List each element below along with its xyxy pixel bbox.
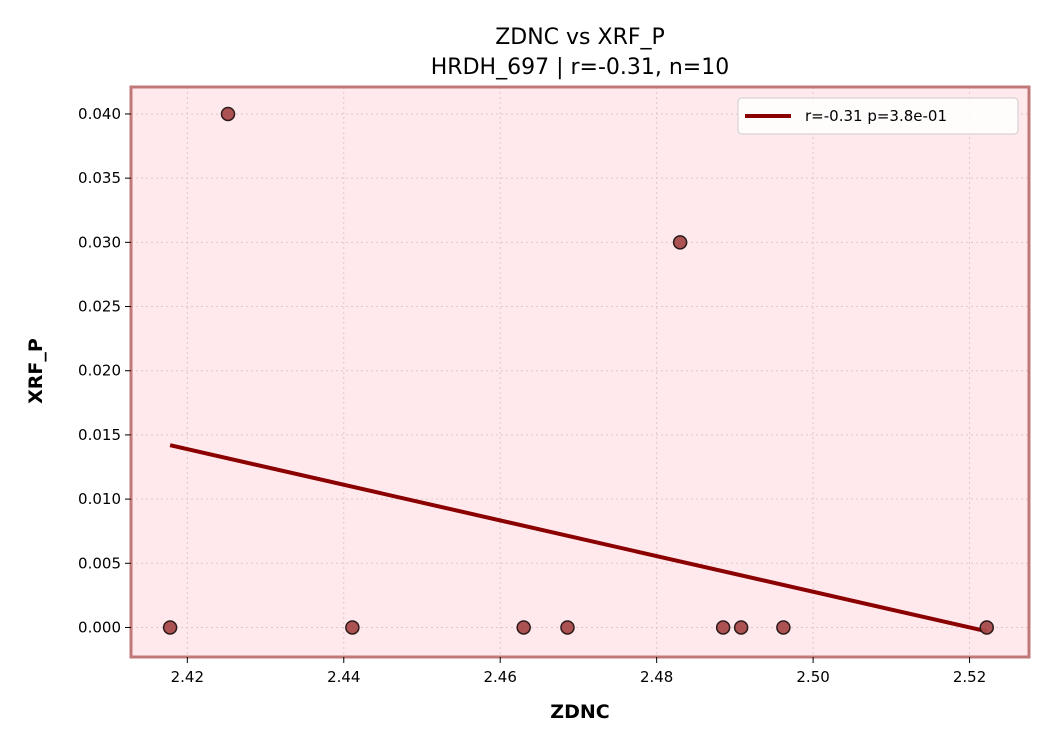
x-axis-label: ZDNC <box>550 701 609 723</box>
data-point <box>776 620 791 635</box>
y-tick-label: 0.025 <box>78 298 121 316</box>
legend-box <box>737 97 1019 135</box>
data-point <box>220 106 236 122</box>
y-tick-label: 0.015 <box>78 426 121 444</box>
y-tick-label: 0.030 <box>78 233 121 251</box>
data-point <box>733 620 749 635</box>
x-tick-label: 2.44 <box>327 668 360 686</box>
y-tick-label: 0.000 <box>78 618 121 636</box>
y-tick-label: 0.005 <box>78 554 121 572</box>
y-tick-label: 0.020 <box>78 362 121 380</box>
legend-label: r=-0.31 p=3.8e-01 <box>805 107 947 125</box>
plot-frame <box>129 85 1031 659</box>
y-tick-label: 0.035 <box>78 169 121 187</box>
chart-title: ZDNC vs XRF_P <box>495 25 665 50</box>
data-point <box>979 620 995 635</box>
fit-line <box>169 443 988 634</box>
data-points <box>162 106 995 635</box>
x-axis-ticks: 2.42 2.44 2.46 2.48 2.50 2.52 <box>171 657 986 686</box>
x-tick-label: 2.46 <box>484 668 517 686</box>
y-tick-label: 0.040 <box>78 105 121 123</box>
legend: r=-0.31 p=3.8e-01 <box>737 97 1019 135</box>
y-tick-label: 0.010 <box>78 490 121 508</box>
grid-lines <box>131 87 1029 657</box>
chart-subtitle: HRDH_697 | r=-0.31, n=10 <box>431 55 729 80</box>
x-tick-label: 2.42 <box>171 668 204 686</box>
y-axis-label: XRF_P <box>25 338 47 404</box>
plot-area <box>131 87 1029 657</box>
fit-line-group <box>169 443 988 634</box>
x-tick-label: 2.48 <box>640 668 673 686</box>
x-tick-label: 2.52 <box>953 668 986 686</box>
data-point <box>560 620 575 635</box>
data-point <box>516 620 531 635</box>
data-point <box>162 620 178 635</box>
x-tick-label: 2.50 <box>796 668 829 686</box>
data-point <box>345 620 360 635</box>
y-axis-ticks: 0.000 0.005 0.010 0.015 0.020 0.025 0.030 0.035… <box>78 105 131 636</box>
data-point <box>672 235 688 250</box>
data-point <box>715 620 731 635</box>
